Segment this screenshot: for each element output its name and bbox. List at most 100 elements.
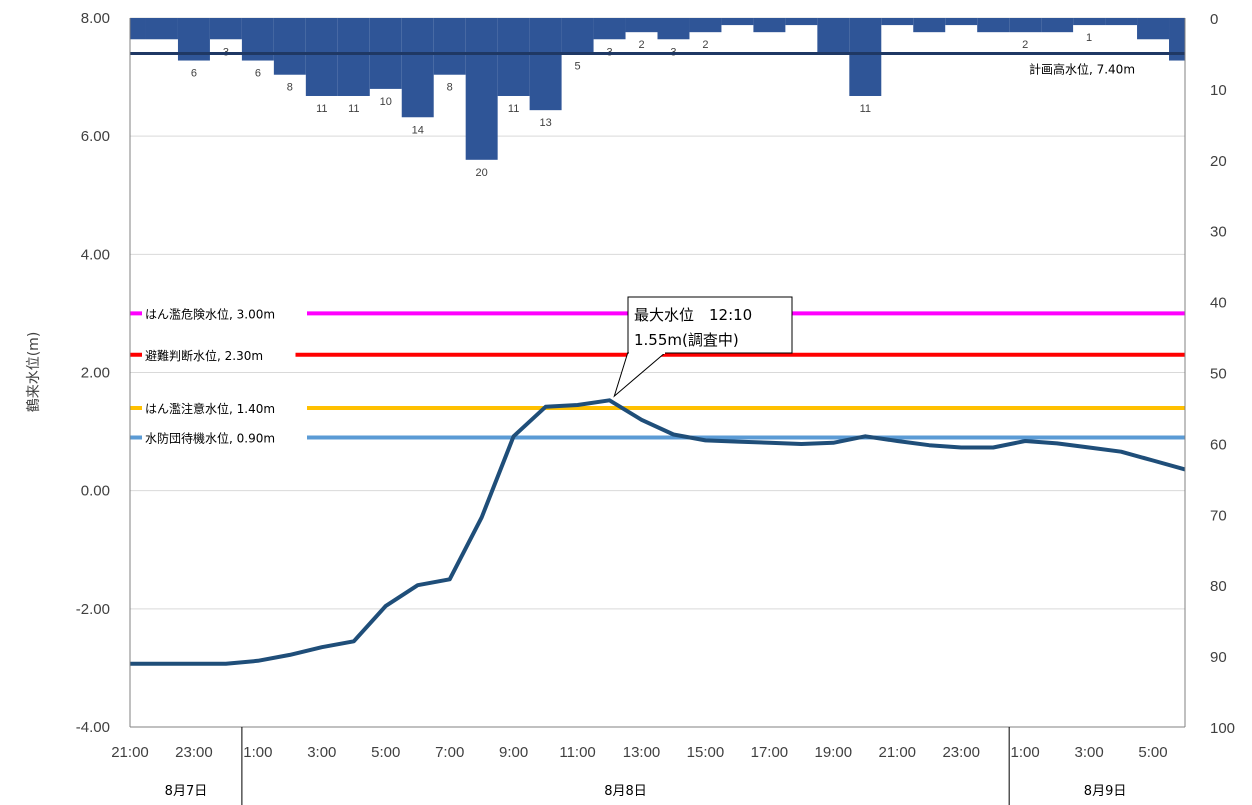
y-axis-title: 鶴来水位(m) <box>25 332 42 413</box>
y-right-tick-label: 10 <box>1210 82 1227 99</box>
x-tick-label: 19:00 <box>815 744 853 761</box>
y-right-tick-label: 40 <box>1210 295 1227 312</box>
rainfall-bars: 6368111110148201113532321121 <box>130 18 1185 179</box>
x-tick-label: 17:00 <box>751 744 789 761</box>
ref-label-bg <box>142 398 307 417</box>
grid-lines <box>130 17 1185 728</box>
y-right-tick-label: 20 <box>1210 153 1227 170</box>
x-tick-label: 1:00 <box>1011 744 1040 761</box>
rain-bar <box>145 18 178 40</box>
y-left-tick-label: 0.00 <box>81 483 110 500</box>
rain-bar-label: 5 <box>575 60 581 72</box>
x-tick-label: 23:00 <box>175 744 213 761</box>
rain-bar <box>465 18 498 160</box>
rain-bar <box>305 18 338 96</box>
rain-bar <box>625 18 658 33</box>
ref-line-label: 避難判断水位, 2.30m <box>145 348 263 363</box>
rain-bar-label: 2 <box>638 39 644 51</box>
y-left-tick-label: -2.00 <box>76 601 110 618</box>
rain-bar-label: 8 <box>447 82 453 94</box>
rain-bar <box>1009 18 1042 33</box>
rain-bar <box>689 18 722 33</box>
ref-line-label: 水防団待機水位, 0.90m <box>145 430 275 445</box>
y-right-tick-label: 50 <box>1210 366 1227 383</box>
y-left-tick-label: -4.00 <box>76 719 110 736</box>
rain-bar <box>977 18 1010 33</box>
rain-bar <box>401 18 434 118</box>
ref-line-label: 計画高水位, 7.40m <box>1029 61 1135 76</box>
ref-label-bg <box>142 345 296 364</box>
rain-bar <box>561 18 594 54</box>
ref-label-bg <box>142 428 307 447</box>
y-left-tick-label: 6.00 <box>81 128 110 145</box>
x-tick-label: 1:00 <box>243 744 272 761</box>
rain-bar-label: 6 <box>191 68 197 80</box>
x-tick-label: 5:00 <box>371 744 400 761</box>
callout-box <box>627 296 793 354</box>
y-left-tick-label: 8.00 <box>81 10 110 27</box>
date-label: 8月9日 <box>1084 784 1127 799</box>
rain-bar <box>849 18 882 96</box>
rain-bar <box>1073 18 1106 26</box>
rain-bar-label: 11 <box>348 103 359 115</box>
rain-bar <box>209 18 242 40</box>
x-tick-label: 15:00 <box>687 744 725 761</box>
rain-bar <box>785 18 818 26</box>
rain-bar <box>881 18 914 26</box>
rain-bar <box>497 18 530 96</box>
rain-bar <box>945 18 978 26</box>
rain-bar-label: 2 <box>1022 39 1028 51</box>
rain-bar <box>273 18 306 75</box>
y-right-tick-label: 100 <box>1210 720 1235 737</box>
y-right-tick-label: 30 <box>1210 224 1227 241</box>
rain-bar-label: 2 <box>702 39 708 51</box>
x-tick-label: 13:00 <box>623 744 661 761</box>
callout-line2: 1.55m(調査中) <box>634 331 739 349</box>
rain-bar-label: 14 <box>412 124 424 136</box>
ref-label-bg <box>142 304 307 323</box>
y-right-tick-label: 70 <box>1210 507 1227 524</box>
x-tick-label: 7:00 <box>435 744 464 761</box>
rain-bar <box>529 18 562 111</box>
y-right-tick-label: 90 <box>1210 649 1227 666</box>
rain-bar <box>1169 18 1185 61</box>
water-level-series <box>130 398 1186 666</box>
rain-bar <box>913 18 946 33</box>
callout-line1: 最大水位 12:10 <box>634 306 752 324</box>
rain-bar <box>817 18 850 54</box>
rain-bar-label: 20 <box>476 167 488 179</box>
rain-bar-label: 11 <box>508 103 519 115</box>
x-tick-label: 3:00 <box>307 744 336 761</box>
rain-bar <box>433 18 466 75</box>
reference-lines: 計画高水位, 7.40m はん濫危険水位, 3.00m 避難判断水位, 2.30m は… <box>130 51 1185 447</box>
axes: -4.00 -2.00 0.00 2.00 4.00 6.00 8.00 0 10 20 30 40 5… <box>25 10 1235 805</box>
rain-bar-label: 10 <box>380 96 392 108</box>
x-tick-label: 5:00 <box>1138 744 1167 761</box>
rain-bar-label: 11 <box>860 103 871 115</box>
rain-bar <box>657 18 690 40</box>
ref-line-label: はん濫注意水位, 1.40m <box>145 401 275 416</box>
ref-line-label: はん濫危険水位, 3.00m <box>145 306 275 321</box>
y-left-tick-label: 4.00 <box>81 246 110 263</box>
callout-pointer <box>613 351 668 398</box>
water-level-line <box>130 398 1186 666</box>
rain-bar-label: 1 <box>1086 32 1092 44</box>
rain-bar-label: 6 <box>255 68 261 80</box>
rain-bar <box>130 18 146 40</box>
rain-bar-label: 11 <box>316 103 327 115</box>
x-tick-label: 3:00 <box>1074 744 1103 761</box>
y-right-tick-label: 60 <box>1210 436 1227 453</box>
rain-bar-label: 13 <box>539 117 551 129</box>
x-tick-label: 9:00 <box>499 744 528 761</box>
rain-bar <box>337 18 370 96</box>
date-label: 8月8日 <box>604 784 647 799</box>
y-right-tick-label: 80 <box>1210 578 1227 595</box>
rain-bar <box>753 18 786 33</box>
rain-bar <box>1041 18 1074 33</box>
rain-bar <box>593 18 626 40</box>
rain-bar <box>1105 18 1138 26</box>
max-level-callout: 最大水位 12:10 1.55m(調査中) <box>613 296 793 398</box>
rain-bar <box>721 18 754 26</box>
x-tick-label: 21:00 <box>878 744 916 761</box>
